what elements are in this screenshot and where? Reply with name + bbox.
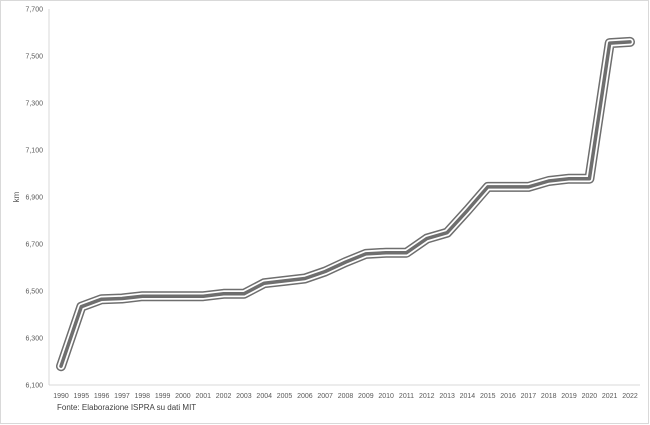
data-point bbox=[120, 297, 124, 300]
data-point bbox=[547, 179, 550, 183]
x-tick-label: 1999 bbox=[155, 393, 171, 400]
data-point bbox=[364, 252, 368, 256]
data-point bbox=[283, 279, 286, 283]
y-tick-label: 7,700 bbox=[25, 7, 43, 14]
data-point bbox=[263, 282, 266, 285]
data-point bbox=[608, 41, 611, 45]
data-point bbox=[242, 292, 246, 296]
x-tick-label: 2002 bbox=[216, 393, 232, 400]
y-tick-label: 6,500 bbox=[25, 289, 43, 296]
data-point bbox=[567, 177, 571, 180]
y-tick-label: 6,300 bbox=[25, 336, 43, 343]
x-tick-label: 2009 bbox=[358, 393, 374, 400]
data-point bbox=[181, 294, 185, 298]
x-tick-label: 2008 bbox=[338, 393, 354, 400]
data-point bbox=[323, 270, 327, 273]
data-point bbox=[202, 294, 205, 298]
x-tick-label: 2018 bbox=[541, 393, 557, 400]
data-point bbox=[445, 231, 449, 234]
y-tick-label: 7,500 bbox=[25, 54, 43, 61]
data-point bbox=[425, 237, 428, 240]
x-tick-label: 2007 bbox=[317, 393, 333, 400]
source-note: Fonte: Elaborazione ISPRA su dati MIT bbox=[57, 403, 197, 412]
x-tick-label: 2019 bbox=[561, 393, 577, 400]
data-point bbox=[344, 260, 347, 264]
y-tick-label: 7,100 bbox=[25, 148, 43, 155]
x-tick-label: 2020 bbox=[582, 393, 598, 400]
x-tick-label: 2014 bbox=[460, 393, 476, 400]
x-tick-label: 2017 bbox=[521, 393, 537, 400]
x-tick-label: 2010 bbox=[378, 393, 394, 400]
y-tick-label: 6,700 bbox=[25, 242, 43, 249]
series-line-gap bbox=[57, 38, 634, 370]
x-tick-label: 1997 bbox=[114, 393, 130, 400]
data-point bbox=[588, 177, 591, 180]
data-point bbox=[466, 209, 469, 212]
data-point bbox=[141, 294, 144, 298]
x-tick-label: 1995 bbox=[74, 393, 90, 400]
x-tick-label: 2013 bbox=[439, 393, 455, 400]
x-tick-label: 2000 bbox=[175, 393, 191, 400]
x-tick-label: 2012 bbox=[419, 393, 435, 400]
data-point bbox=[59, 365, 63, 368]
data-point bbox=[222, 292, 225, 296]
data-point bbox=[80, 305, 83, 308]
x-tick-label: 1996 bbox=[94, 393, 110, 400]
series-group bbox=[56, 36, 635, 372]
x-tick-label: 2022 bbox=[622, 393, 638, 400]
x-tick-label: 2004 bbox=[256, 393, 272, 400]
series-line bbox=[59, 40, 632, 368]
data-point bbox=[527, 185, 530, 189]
data-point bbox=[303, 277, 307, 280]
data-point bbox=[161, 294, 164, 298]
x-tick-label: 2003 bbox=[236, 393, 252, 400]
y-tick-label: 6,900 bbox=[25, 195, 43, 202]
data-point bbox=[628, 40, 632, 44]
x-tick-label: 1990 bbox=[53, 393, 69, 400]
data-point bbox=[100, 298, 103, 301]
y-tick-label: 7,300 bbox=[25, 101, 43, 108]
data-point bbox=[486, 185, 489, 189]
x-tick-label: 2005 bbox=[277, 393, 293, 400]
y-tick-labels: 6,100 6,300 6,500 6,700 6,900 7,100 7,300 7,500… bbox=[25, 7, 43, 390]
x-tick-label: 1998 bbox=[134, 393, 150, 400]
data-point bbox=[506, 185, 510, 189]
x-tick-label: 2016 bbox=[500, 393, 516, 400]
x-tick-label: 2006 bbox=[297, 393, 313, 400]
x-tick-label: 2001 bbox=[195, 393, 211, 400]
x-tick-label: 2021 bbox=[602, 393, 618, 400]
x-tick-label: 2011 bbox=[399, 393, 414, 400]
data-point bbox=[384, 251, 388, 254]
data-point bbox=[405, 251, 408, 254]
x-tick-label: 2015 bbox=[480, 393, 496, 400]
series-line-outline bbox=[56, 36, 635, 372]
y-axis-title: km bbox=[12, 191, 21, 202]
y-tick-label: 6,100 bbox=[25, 383, 43, 390]
x-tick-labels: 1990 1995 1996 1997 1998 1999 2000 2001 2002 2003… bbox=[53, 393, 638, 400]
